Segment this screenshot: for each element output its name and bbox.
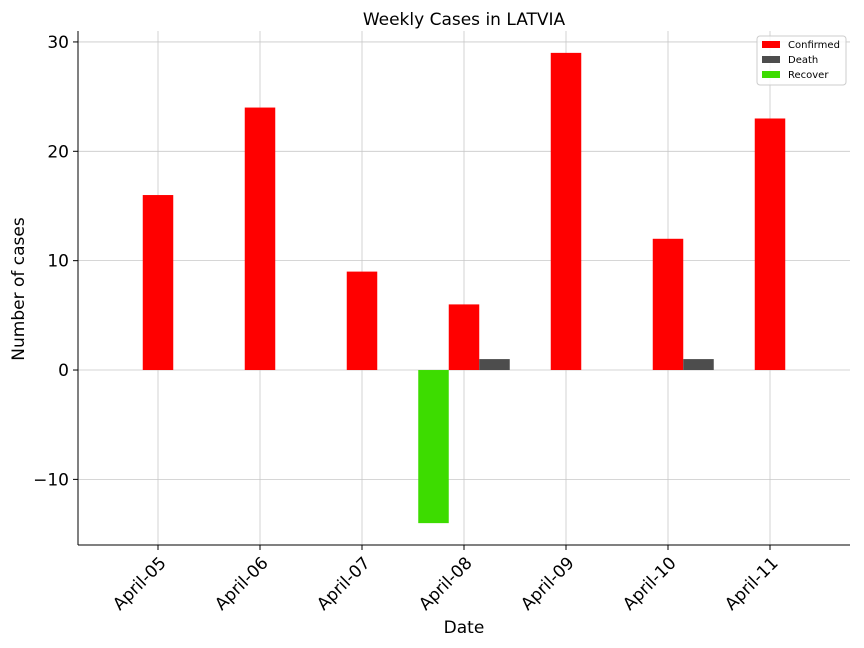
axes bbox=[73, 31, 850, 550]
y-tick-label: 0 bbox=[58, 361, 69, 381]
legend-swatch-recover bbox=[762, 71, 780, 78]
y-tick-label: 30 bbox=[47, 33, 69, 53]
y-axis-title: Number of cases bbox=[9, 217, 29, 361]
bar-confirmed-april-05 bbox=[142, 195, 174, 371]
legend-label-death: Death bbox=[788, 55, 818, 66]
x-tick-labels: April-05 April-06 April-07 April-08 April-09… bbox=[109, 553, 782, 614]
bars bbox=[142, 52, 786, 524]
x-tick-label: April-05 bbox=[109, 553, 170, 614]
x-tick-label: April-09 bbox=[517, 553, 578, 614]
bar-confirmed-april-10 bbox=[652, 238, 684, 371]
chart-title: Weekly Cases in LATVIA bbox=[363, 10, 566, 30]
x-axis-title: Date bbox=[444, 618, 485, 638]
legend-swatch-confirmed bbox=[762, 41, 780, 48]
x-tick-label: April-08 bbox=[415, 553, 476, 614]
bar-death-april-08 bbox=[479, 359, 510, 371]
x-tick-label: April-11 bbox=[721, 553, 782, 614]
legend: Confirmed Death Recover bbox=[756, 35, 847, 86]
x-tick-label: April-06 bbox=[211, 553, 272, 614]
legend-swatch-death bbox=[762, 56, 780, 63]
y-tick-label: −10 bbox=[33, 470, 69, 490]
grid-lines bbox=[78, 31, 850, 545]
y-tick-label: 10 bbox=[47, 252, 69, 272]
y-tick-label: 20 bbox=[47, 142, 69, 162]
bar-confirmed-april-06 bbox=[244, 107, 276, 371]
bar-death-april-10 bbox=[683, 359, 714, 371]
bar-confirmed-april-11 bbox=[754, 118, 786, 371]
bar-confirmed-april-08 bbox=[448, 304, 480, 371]
legend-label-recover: Recover bbox=[788, 70, 829, 81]
bar-recover-april-08 bbox=[418, 370, 449, 524]
x-tick-label: April-10 bbox=[619, 553, 680, 614]
bar-confirmed-april-09 bbox=[550, 52, 582, 371]
x-tick-label: April-07 bbox=[313, 553, 374, 614]
y-tick-labels: −10 0 10 20 30 bbox=[33, 33, 69, 490]
bar-confirmed-april-07 bbox=[346, 271, 378, 371]
legend-label-confirmed: Confirmed bbox=[788, 40, 840, 51]
